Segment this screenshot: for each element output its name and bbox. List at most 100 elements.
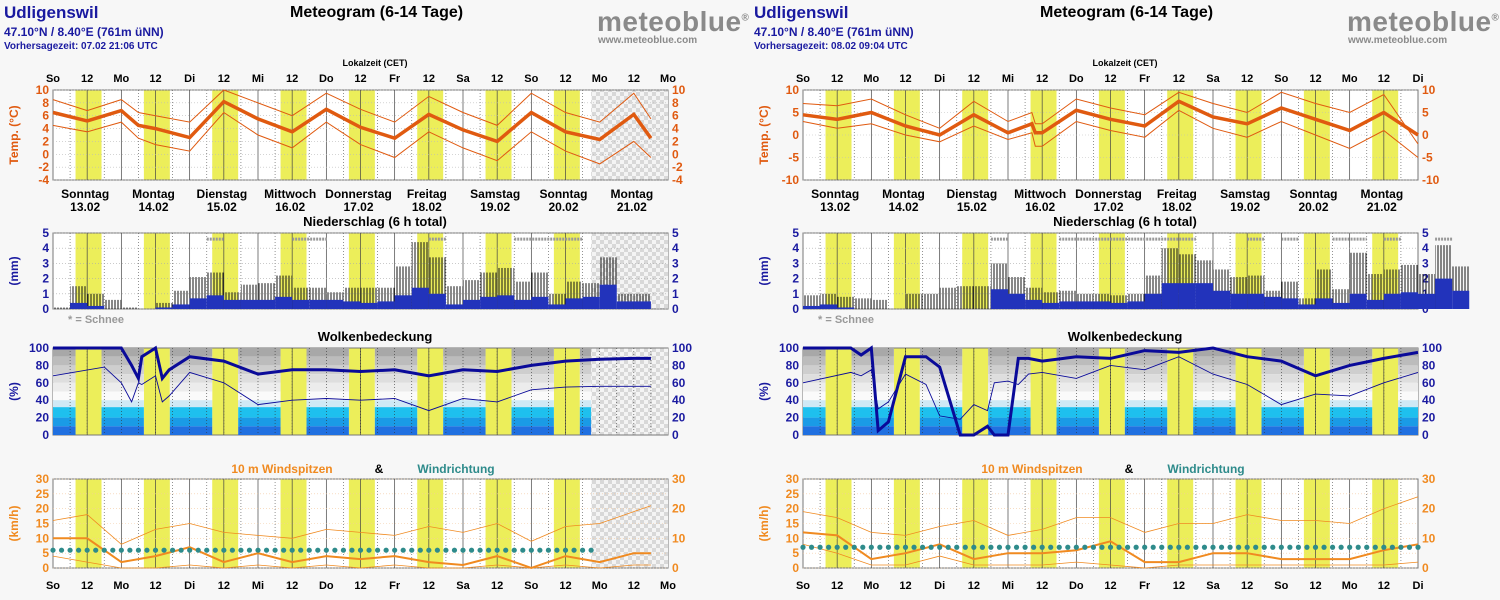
cloud-layer-band (579, 348, 592, 357)
wind-direction-marker (281, 547, 287, 553)
cloud-layer-band (53, 426, 76, 435)
wind-direction-marker (579, 547, 586, 553)
cloud-layer-band (919, 417, 963, 427)
precip-total-bar (87, 293, 105, 309)
wind-direction-marker (1201, 544, 1208, 550)
wind-direction-marker (1321, 544, 1327, 550)
wind-direction-marker (93, 547, 99, 553)
wind-axis-label: (km/h) (7, 505, 21, 541)
temp-tick-left: 0 (42, 147, 49, 161)
cloud-tick-left: 100 (29, 341, 49, 355)
wind-direction-marker (1022, 544, 1028, 550)
top-time-tick: 12 (218, 73, 230, 85)
brand-logo[interactable]: meteoblue® (597, 6, 749, 38)
cloud-layer-band (919, 348, 963, 357)
brand-url[interactable]: www.meteoblue.com (598, 35, 698, 46)
wind-tick-left: 10 (786, 531, 800, 545)
cloud-layer-band (374, 417, 418, 427)
brand-logo[interactable]: meteoblue® (1347, 6, 1499, 38)
wind-direction-marker (50, 547, 56, 553)
wind-direction-marker (76, 547, 82, 553)
cloud-tick-right: 40 (672, 393, 686, 407)
cloud-tick-right: 60 (672, 376, 686, 390)
day-date: 17.02 (1093, 200, 1123, 214)
wind-tick-left: 5 (42, 546, 49, 560)
wind-tick-right: 20 (672, 502, 686, 516)
day-date: 16.02 (275, 200, 305, 214)
cloud-layer-band (53, 348, 76, 357)
brand-name: meteoblue (1347, 6, 1492, 37)
cloud-layer-band (306, 426, 349, 435)
wind-direction-marker (468, 547, 475, 553)
cloud-layer-band (579, 382, 592, 392)
precip-probable-bar (599, 284, 617, 309)
bottom-time-tick: So (524, 580, 538, 592)
cloud-layer-band (1193, 374, 1236, 383)
precip-probable-bar (1213, 290, 1231, 309)
cloud-layer-band (169, 417, 213, 427)
precip-tick-left: 3 (42, 256, 49, 270)
daylight-band (825, 479, 852, 568)
wind-gust-title: 10 m Windspitzen (981, 462, 1082, 476)
wind-direction-marker (263, 547, 270, 553)
wind-direction-marker (340, 547, 347, 553)
precip-total-bar (803, 295, 821, 309)
precip-probable-bar (309, 299, 327, 309)
wind-direction-marker (169, 547, 176, 553)
cloud-tick-left: 80 (786, 358, 800, 372)
wind-direction-marker (1065, 544, 1071, 550)
cloud-layer-band (851, 417, 894, 427)
cloud-tick-right: 40 (1422, 393, 1436, 407)
wind-direction-marker (1227, 544, 1233, 550)
precip-probable-bar (565, 298, 583, 309)
cloud-layer-band (919, 382, 963, 392)
bottom-time-tick: Di (1413, 580, 1424, 592)
top-time-tick: 12 (149, 73, 161, 85)
temp-lower-line (802, 109, 1419, 158)
cloud-layer-band (101, 374, 144, 383)
day-name: Montag (1361, 187, 1404, 201)
temp-tick-right: 2 (672, 134, 679, 148)
brand-url[interactable]: www.meteoblue.com (1348, 35, 1448, 46)
daylight-band (348, 479, 375, 568)
daylight-band (1167, 348, 1194, 435)
wind-direction-marker (1082, 544, 1088, 550)
wind-direction-marker (229, 547, 235, 553)
cloud-layer-band (1398, 348, 1418, 357)
temp-tick-right: -4 (672, 173, 683, 187)
wind-direction-marker (1193, 544, 1199, 550)
cloud-layer-band (1056, 391, 1099, 401)
precip-total-bar (53, 307, 71, 309)
cloud-layer-band (803, 365, 826, 375)
wind-direction-marker (1184, 544, 1190, 550)
cloud-layer-band (851, 400, 894, 408)
wind-direction-marker (1261, 544, 1267, 550)
day-name: Freitag (1157, 187, 1197, 201)
wind-direction-marker (460, 547, 466, 553)
cloud-layer-band (919, 391, 963, 401)
wind-direction-marker (1218, 544, 1225, 550)
cloud-layer-band (101, 391, 144, 401)
coordinates: 47.10°N / 8.40°E (761m üNN) (4, 25, 164, 39)
cloud-tick-right: 20 (1422, 411, 1436, 425)
top-time-tick: 12 (423, 73, 435, 85)
wind-direction-marker (808, 544, 815, 550)
wind-direction-marker (988, 544, 994, 550)
day-name: Dienstag (196, 187, 247, 201)
wind-direction-marker (894, 544, 900, 550)
cloud-layer-band (1056, 382, 1099, 392)
wind-direction-marker (1287, 544, 1293, 550)
cloud-layer-band (443, 400, 486, 408)
daylight-band (1098, 348, 1125, 435)
cloud-low-line (52, 366, 651, 412)
wind-direction-marker (84, 547, 90, 553)
cloud-layer-band (169, 382, 213, 392)
bottom-time-tick: 12 (559, 580, 571, 592)
precip-tick-right: 3 (1422, 256, 1429, 270)
cloud-layer-band (1056, 400, 1099, 408)
precip-probable-bar (633, 301, 651, 309)
timezone-label: Lokalzeit (CET) (342, 58, 407, 68)
cloud-layer-band (511, 348, 554, 357)
wind-direction-marker (1150, 544, 1156, 550)
cloud-tick-right: 20 (672, 411, 686, 425)
